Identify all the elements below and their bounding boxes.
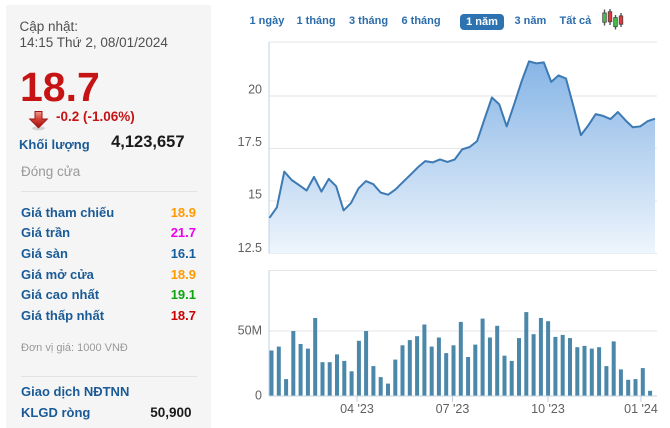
- svg-text:15: 15: [248, 188, 262, 202]
- svg-text:50M: 50M: [238, 324, 262, 338]
- svg-text:04 '23: 04 '23: [340, 402, 374, 416]
- svg-text:07 '23: 07 '23: [436, 402, 470, 416]
- svg-text:10 '23: 10 '23: [531, 402, 565, 416]
- svg-text:12.5: 12.5: [238, 241, 262, 255]
- svg-text:20: 20: [248, 83, 262, 97]
- svg-text:0: 0: [255, 389, 262, 403]
- svg-text:17.5: 17.5: [238, 135, 262, 149]
- svg-text:01 '24: 01 '24: [624, 402, 658, 416]
